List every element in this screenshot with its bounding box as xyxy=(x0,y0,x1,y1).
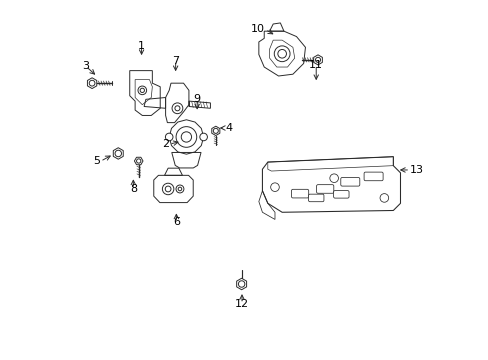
Circle shape xyxy=(165,133,173,141)
Circle shape xyxy=(270,183,279,192)
FancyBboxPatch shape xyxy=(291,189,308,198)
Polygon shape xyxy=(134,157,142,165)
Text: 8: 8 xyxy=(129,184,137,194)
Polygon shape xyxy=(313,55,322,65)
Circle shape xyxy=(274,46,289,62)
Circle shape xyxy=(140,88,144,93)
Circle shape xyxy=(89,80,95,86)
Text: 7: 7 xyxy=(172,56,179,66)
Circle shape xyxy=(379,194,388,202)
Text: 9: 9 xyxy=(193,94,200,104)
Circle shape xyxy=(178,187,182,191)
Circle shape xyxy=(238,281,244,287)
Text: 13: 13 xyxy=(409,165,423,175)
Circle shape xyxy=(181,132,191,142)
Text: 10: 10 xyxy=(251,24,265,35)
FancyBboxPatch shape xyxy=(364,172,382,181)
Circle shape xyxy=(115,150,121,157)
Text: 11: 11 xyxy=(308,59,323,69)
Circle shape xyxy=(329,174,338,183)
Circle shape xyxy=(200,133,207,141)
Circle shape xyxy=(176,185,183,193)
Text: 12: 12 xyxy=(234,299,248,309)
Circle shape xyxy=(136,159,141,163)
Circle shape xyxy=(162,183,174,195)
Circle shape xyxy=(165,186,171,192)
Polygon shape xyxy=(236,278,246,290)
Circle shape xyxy=(175,106,180,111)
Circle shape xyxy=(277,49,286,58)
Polygon shape xyxy=(113,148,123,159)
FancyBboxPatch shape xyxy=(340,177,359,186)
Text: 5: 5 xyxy=(93,156,100,166)
Circle shape xyxy=(315,57,320,62)
Circle shape xyxy=(213,129,218,134)
Polygon shape xyxy=(87,78,97,89)
Text: 3: 3 xyxy=(82,61,89,71)
FancyBboxPatch shape xyxy=(316,185,333,193)
Text: 6: 6 xyxy=(173,217,180,227)
Text: 4: 4 xyxy=(225,123,232,133)
FancyBboxPatch shape xyxy=(333,190,348,198)
Polygon shape xyxy=(211,126,220,135)
Circle shape xyxy=(172,103,183,114)
FancyBboxPatch shape xyxy=(308,194,323,202)
Text: 1: 1 xyxy=(138,41,145,50)
Circle shape xyxy=(176,127,196,147)
Text: 2: 2 xyxy=(162,139,169,149)
Circle shape xyxy=(138,86,146,95)
